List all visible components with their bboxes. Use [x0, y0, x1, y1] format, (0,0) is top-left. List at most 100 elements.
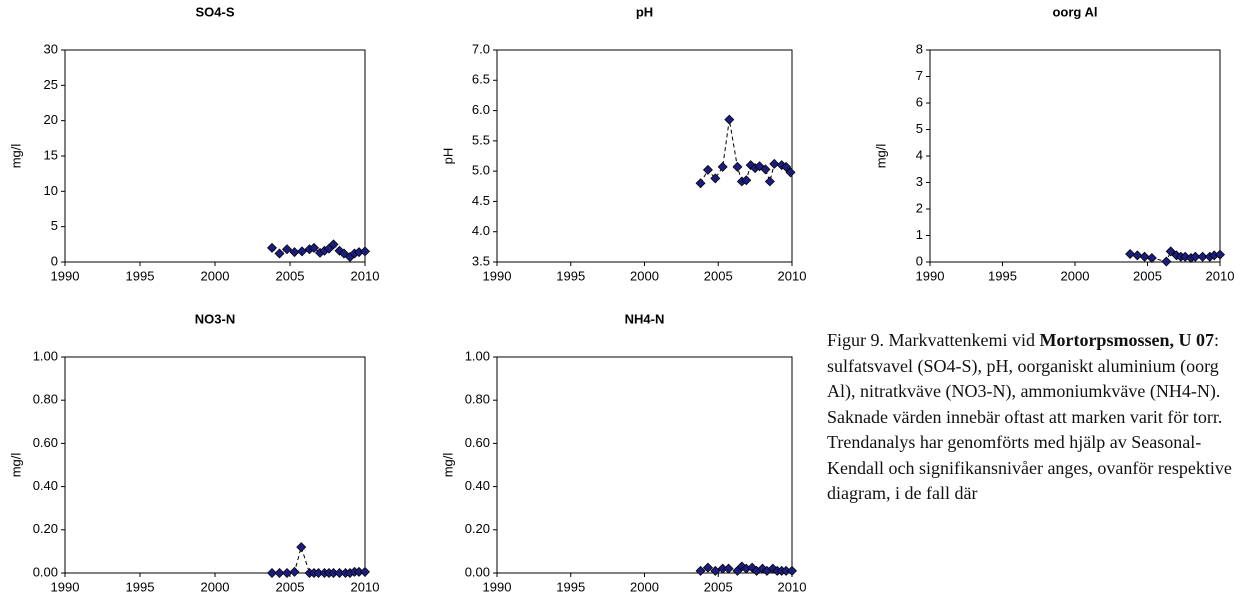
x-tick-label: 1990 — [916, 268, 945, 283]
data-point — [296, 542, 307, 553]
caption: Figur 9. Markvattenkemi vid Mortorpsmoss… — [827, 328, 1239, 507]
y-tick-label: 10 — [44, 183, 58, 198]
caption-text: Figur 9. Markvattenkemi vid — [827, 330, 1040, 350]
y-tick-label: 0.60 — [465, 435, 490, 450]
y-tick-label: 0 — [51, 253, 58, 268]
y-tick-label: 4 — [916, 147, 923, 162]
caption-text: : sulfatsvavel (SO4-S), pH, oorganiskt a… — [827, 330, 1232, 503]
data-point — [328, 239, 339, 250]
x-tick-label: 1995 — [126, 579, 155, 594]
data-point — [1146, 253, 1157, 264]
y-tick-label: 3.5 — [472, 253, 490, 268]
data-point — [282, 244, 292, 255]
data-point — [274, 248, 285, 259]
data-point — [769, 158, 780, 169]
x-tick-label: 1995 — [126, 268, 155, 283]
y-tick-label: 1.00 — [465, 348, 490, 363]
y-tick-label: 0.40 — [465, 478, 490, 493]
y-tick-label: 0.20 — [465, 521, 490, 536]
data-point — [1132, 250, 1143, 261]
y-tick-label: 5 — [916, 121, 923, 136]
x-tick-label: 1990 — [483, 579, 512, 594]
x-tick-label: 2010 — [778, 579, 807, 594]
chart-title: SO4-S — [195, 4, 234, 19]
x-tick-label: 2005 — [704, 268, 733, 283]
y-tick-label: 5.5 — [472, 132, 490, 147]
chart-title: NH4-N — [625, 311, 665, 326]
data-point — [274, 568, 285, 578]
plot-frame — [64, 356, 366, 574]
chart-title: pH — [636, 4, 653, 19]
data-point — [695, 565, 706, 576]
plot-frame — [64, 49, 366, 263]
data-point — [723, 563, 734, 574]
y-tick-label: 0.60 — [33, 435, 58, 450]
data-point — [781, 161, 792, 172]
x-tick-label: 2010 — [778, 268, 807, 283]
y-tick-label: 7 — [916, 68, 923, 83]
y-tick-label: 2 — [916, 200, 923, 215]
y-axis-label: mg/l — [8, 453, 23, 478]
y-tick-label: 6 — [916, 94, 923, 109]
plot-frame — [929, 49, 1221, 263]
data-point — [1197, 251, 1208, 262]
data-point — [297, 246, 307, 257]
data-point — [339, 248, 349, 259]
x-tick-label: 2000 — [201, 268, 230, 283]
y-tick-label: 20 — [44, 112, 58, 127]
y-axis-label: mg/l — [873, 144, 888, 169]
data-point — [1215, 249, 1225, 260]
chart-title: NO3-N — [195, 311, 235, 326]
data-point — [785, 167, 796, 178]
y-tick-label: 0.80 — [465, 392, 490, 407]
data-point — [289, 566, 300, 577]
y-tick-label: 0.20 — [33, 521, 58, 536]
data-point — [764, 176, 775, 187]
y-tick-label: 0.40 — [33, 478, 58, 493]
x-tick-label: 1990 — [51, 579, 80, 594]
data-point — [710, 173, 721, 184]
x-tick-label: 1995 — [556, 579, 585, 594]
data-point — [1165, 246, 1176, 257]
x-tick-label: 2010 — [351, 579, 380, 594]
data-point — [695, 178, 706, 189]
y-tick-label: 25 — [44, 77, 58, 92]
data-point — [732, 161, 743, 172]
y-axis-label: mg/l — [440, 453, 455, 478]
x-tick-label: 2005 — [704, 579, 733, 594]
y-tick-label: 8 — [916, 41, 923, 56]
caption-site: Mortorpsmossen, U 07 — [1039, 330, 1214, 350]
data-point — [710, 565, 721, 576]
x-tick-label: 2005 — [1133, 268, 1162, 283]
x-tick-label: 2005 — [276, 579, 305, 594]
x-tick-label: 2000 — [630, 579, 659, 594]
y-tick-label: 0.00 — [465, 564, 490, 579]
y-tick-label: 5.0 — [472, 163, 490, 178]
x-tick-label: 1990 — [51, 268, 80, 283]
plot-frame — [496, 356, 793, 574]
data-point — [1125, 249, 1136, 260]
y-tick-label: 1 — [916, 227, 923, 242]
y-tick-label: 15 — [44, 147, 58, 162]
y-tick-label: 30 — [44, 41, 58, 56]
y-tick-label: 6.0 — [472, 102, 490, 117]
data-point — [360, 246, 370, 257]
data-point — [745, 160, 756, 171]
data-point — [741, 175, 752, 186]
y-tick-label: 4.0 — [472, 223, 490, 238]
y-tick-label: 4.5 — [472, 193, 490, 208]
y-tick-label: 3 — [916, 174, 923, 189]
plot-frame — [496, 49, 793, 263]
x-tick-label: 1995 — [556, 268, 585, 283]
chart-title: oorg Al — [1052, 4, 1097, 19]
data-point — [1190, 251, 1201, 262]
data-point — [1139, 251, 1150, 262]
y-tick-label: 6.5 — [472, 72, 490, 87]
data-point — [702, 164, 713, 175]
data-point — [267, 242, 277, 253]
y-axis-label: mg/l — [8, 144, 23, 169]
x-tick-label: 2005 — [276, 268, 305, 283]
x-tick-label: 2000 — [201, 579, 230, 594]
